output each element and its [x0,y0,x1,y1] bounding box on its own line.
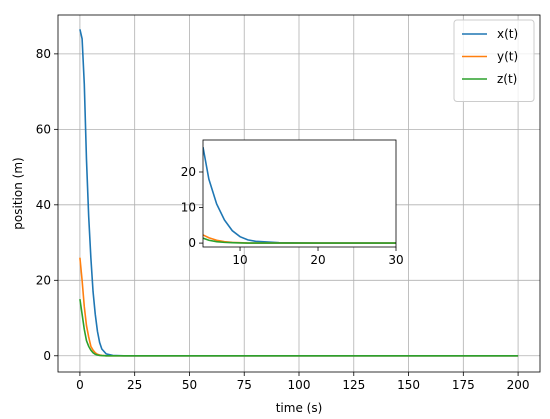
x-tick-label: 150 [397,378,420,392]
x-tick-label: 200 [507,378,530,392]
x-tick-label: 20 [310,253,325,267]
y-tick-label: 20 [181,165,196,179]
x-tick-label: 25 [127,378,142,392]
x-tick-label: 125 [342,378,365,392]
legend-label: y(t) [497,50,518,64]
x-tick-label: 100 [288,378,311,392]
x-tick-label: 0 [76,378,84,392]
y-tick-label: 0 [43,349,51,363]
x-tick-label: 10 [232,253,247,267]
series-line [203,237,396,244]
series-line [79,299,519,357]
legend-label: x(t) [497,27,518,41]
x-tick-label: 175 [452,378,475,392]
legend-label: z(t) [497,72,517,86]
plot-area [203,140,396,247]
axes-frame [57,14,541,373]
legend-box [453,19,535,102]
legend: x(t) y(t) z(t) [453,19,535,102]
y-axis-label: position (m) [11,157,25,229]
y-tick-label: 0 [188,236,196,250]
x-tick-label: 75 [237,378,252,392]
y-tick-label: 60 [36,122,51,136]
x-axis-label: time (s) [276,401,323,415]
y-tick-label: 20 [36,273,51,287]
axes-frame [202,139,397,248]
x-tick-label: 50 [182,378,197,392]
y-tick-label: 80 [36,47,51,61]
y-tick-label: 40 [36,198,51,212]
x-tick-label: 30 [388,253,403,267]
y-tick-label: 10 [181,201,196,215]
